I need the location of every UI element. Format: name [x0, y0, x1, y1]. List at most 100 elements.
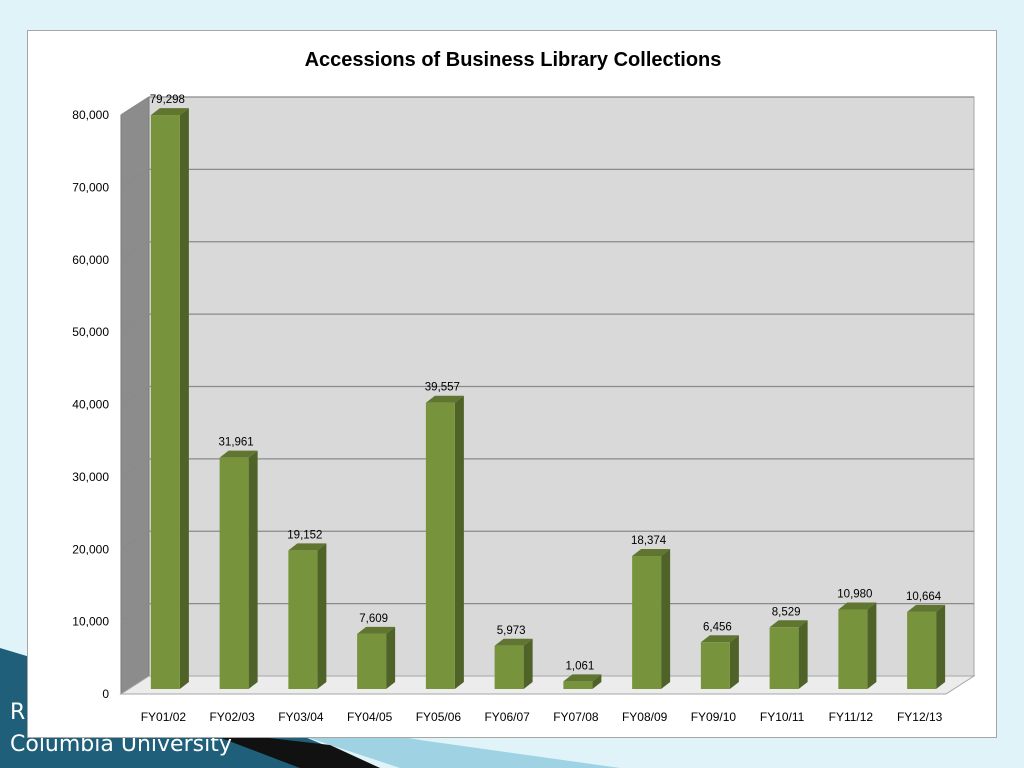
- bar: [357, 626, 396, 689]
- bar: [150, 108, 189, 689]
- bar: [425, 395, 464, 689]
- bar-front: [494, 645, 524, 689]
- bar-top: [494, 638, 533, 646]
- data-label: 10,980: [837, 589, 872, 601]
- bar-side: [867, 602, 877, 689]
- x-tick-label: FY02/03: [209, 710, 255, 724]
- bar-top: [219, 450, 258, 458]
- gridline: [120, 458, 974, 478]
- bar-side: [454, 395, 464, 689]
- bar: [288, 543, 327, 689]
- bar-side: [523, 638, 533, 689]
- x-tick-label: FY04/05: [347, 710, 393, 724]
- bar-front: [563, 681, 593, 689]
- bar: [769, 620, 808, 689]
- gridline: [120, 168, 974, 188]
- y-tick-label: 30,000: [72, 470, 109, 484]
- bar: [219, 450, 258, 689]
- bar-side: [248, 450, 258, 689]
- bar-top: [632, 549, 671, 557]
- x-tick-label: FY05/06: [416, 710, 462, 724]
- bar-side: [179, 108, 189, 689]
- bar-top: [838, 602, 877, 610]
- bar-front: [357, 633, 387, 689]
- bar: [563, 674, 602, 689]
- y-tick-label: 60,000: [72, 253, 109, 267]
- y-tick-label: 10,000: [72, 615, 109, 629]
- x-tick-label: FY07/08: [553, 710, 599, 724]
- data-label: 18,374: [631, 535, 667, 547]
- data-label: 31,961: [219, 437, 254, 449]
- bar-front: [219, 457, 249, 689]
- bar-top: [357, 626, 396, 634]
- bar: [907, 604, 946, 689]
- bar-side: [386, 626, 396, 689]
- floor: [119, 675, 976, 695]
- y-tick-label: 70,000: [72, 180, 109, 194]
- chart-title: Accessions of Business Library Collectio…: [305, 49, 722, 71]
- bar-front: [425, 402, 455, 689]
- footer-band-dark: [0, 648, 380, 768]
- x-tick-label: FY01/02: [141, 710, 187, 724]
- bar: [632, 549, 671, 689]
- gridline: [120, 530, 974, 550]
- bar-top: [907, 604, 946, 612]
- bar: [838, 602, 877, 689]
- data-label: 6,456: [703, 621, 732, 633]
- bar-side: [592, 674, 602, 689]
- bar-front: [700, 642, 730, 689]
- gridline: [120, 241, 974, 261]
- data-label: 39,557: [425, 382, 460, 394]
- data-label: 10,664: [906, 591, 942, 603]
- x-tick-label: FY12/13: [897, 710, 943, 724]
- gridline: [120, 96, 974, 116]
- gridline: [120, 313, 974, 333]
- bar-top: [563, 674, 602, 682]
- bar-front: [632, 556, 662, 689]
- bar-side: [729, 635, 739, 689]
- x-tick-label: FY03/04: [278, 710, 324, 724]
- bar-top: [150, 108, 189, 116]
- y-tick-label: 0: [102, 687, 109, 701]
- bars: [150, 108, 946, 689]
- y-tick-label: 40,000: [72, 398, 109, 412]
- bar: [700, 635, 739, 689]
- bar-top: [288, 543, 327, 551]
- bar: [494, 638, 533, 689]
- bar-side: [661, 549, 671, 689]
- bar-front: [150, 115, 180, 689]
- bar-front: [288, 550, 318, 689]
- gridline: [120, 603, 974, 623]
- x-tick-label: FY11/12: [829, 710, 874, 724]
- data-label: 79,298: [150, 94, 185, 106]
- accessions-bar-chart: Accessions of Business Library Collectio…: [72, 49, 976, 724]
- bar-front: [907, 611, 937, 689]
- x-tick-label: FY10/11: [760, 710, 805, 724]
- data-label: 1,061: [565, 660, 594, 672]
- data-label: 5,973: [497, 625, 526, 637]
- data-label: 19,152: [287, 529, 322, 541]
- y-axis-tick-labels: 0 10,000 20,000 30,000 40,000 50,000 60,000 70,…: [72, 108, 109, 701]
- y-tick-label: 80,000: [72, 108, 109, 122]
- bar-front: [769, 627, 799, 689]
- x-tick-label: FY08/09: [622, 710, 668, 724]
- x-tick-label: FY09/10: [691, 710, 737, 724]
- bar-front: [838, 609, 868, 689]
- gridlines: [120, 96, 974, 623]
- bar-side: [798, 620, 808, 689]
- y-tick-label: 20,000: [72, 542, 109, 556]
- data-labels: 79,298 31,961 19,152 7,609 39,557 5,973 1,061 1…: [150, 94, 942, 672]
- data-label: 7,609: [359, 613, 388, 625]
- gridline: [120, 385, 974, 406]
- bar-top: [769, 620, 808, 628]
- bar-side: [317, 543, 327, 689]
- footer-band-black: [200, 730, 380, 768]
- chart-frame: Accessions of Business Library Collectio…: [27, 30, 997, 738]
- y-tick-label: 50,000: [72, 325, 109, 339]
- x-axis-tick-labels: FY01/02 FY02/03 FY03/04 FY04/05 FY05/06 FY06/…: [141, 710, 943, 724]
- x-tick-label: FY06/07: [484, 710, 530, 724]
- bar-top: [700, 635, 739, 643]
- bar-top: [425, 395, 464, 403]
- data-label: 8,529: [772, 606, 801, 618]
- footer-institution-line1: R: [10, 700, 26, 725]
